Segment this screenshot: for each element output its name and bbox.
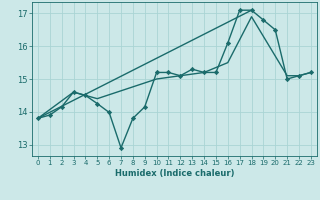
X-axis label: Humidex (Indice chaleur): Humidex (Indice chaleur) <box>115 169 234 178</box>
